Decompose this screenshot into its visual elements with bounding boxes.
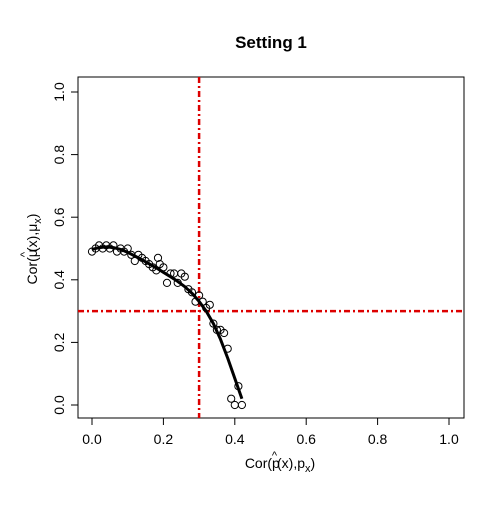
data-points: [87, 241, 246, 410]
x-tick-label: 0.6: [296, 431, 316, 447]
data-point: [198, 297, 207, 306]
plot-frame: [77, 76, 465, 419]
data-point: [205, 300, 214, 309]
data-point: [209, 319, 218, 328]
data-point: [173, 278, 182, 287]
data-point: [187, 288, 197, 297]
data-point: [166, 269, 175, 278]
chart-title: Setting 1: [235, 33, 307, 52]
x-axis: 0.0 0.2 0.4 0.6 0.8 1.0: [82, 418, 459, 447]
data-point: [227, 394, 236, 403]
x-tick-label: 1.0: [439, 431, 459, 447]
data-point: [123, 244, 132, 253]
x-tick-label: 0.4: [225, 431, 245, 447]
data-point: [234, 382, 243, 391]
reference-lines: [78, 77, 464, 418]
y-axis: 0.0 0.2 0.4 0.6 0.8 1.0: [51, 82, 78, 415]
data-point: [153, 253, 163, 262]
data-point: [212, 325, 221, 334]
x-axis-label: Cor(p^(x),px): [245, 450, 315, 475]
y-tick-label: 0.6: [51, 207, 67, 227]
fit-line-group: [91, 245, 244, 400]
x-tick-label: 0.0: [82, 431, 102, 447]
y-tick-label: 0.4: [51, 270, 67, 290]
x-tick-label: 0.2: [154, 431, 174, 447]
y-tick-label: 0.8: [51, 145, 67, 165]
data-point: [162, 278, 172, 287]
data-point: [130, 256, 139, 266]
y-tick-label: 1.0: [51, 82, 67, 102]
data-point: [180, 272, 189, 281]
data-point: [223, 344, 232, 353]
data-point: [237, 400, 246, 410]
data-point: [195, 291, 204, 300]
data-point: [230, 400, 239, 410]
y-tick-label: 0.0: [51, 395, 67, 415]
data-point: [109, 241, 118, 250]
data-point: [159, 263, 168, 272]
data-point: [220, 328, 229, 338]
x-tick-label: 0.8: [368, 431, 388, 447]
data-point: [152, 266, 161, 275]
y-tick-label: 0.2: [51, 332, 67, 352]
y-axis-label: Cor(μ^(x),μx): [19, 214, 44, 285]
fit-line: [91, 245, 244, 400]
